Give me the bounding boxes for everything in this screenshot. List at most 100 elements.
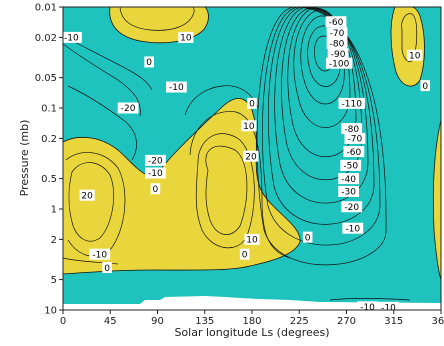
contour-label-box (102, 262, 112, 274)
contour-label: -70 (348, 135, 363, 145)
contour-label: -20 (148, 157, 163, 167)
contour-neg10-center (184, 85, 259, 116)
contour-label: -60 (346, 148, 361, 158)
contour-label-box (145, 154, 166, 166)
contour-label-box (150, 183, 161, 195)
contour-20-center (205, 145, 248, 235)
x-tick-label: 360 (431, 316, 444, 327)
x-tick-label: 45 (104, 316, 117, 327)
x-tick-label: 0 (60, 316, 66, 327)
contour-label: -10 (64, 34, 79, 44)
contour-label: -40 (341, 175, 356, 185)
contour-label-box (378, 301, 399, 313)
contour-label: 0 (104, 264, 110, 274)
contour-0-upper (63, 35, 153, 91)
contour-label-box (117, 102, 139, 114)
x-tick-label: 180 (242, 316, 261, 327)
contour-label: -10 (381, 303, 396, 313)
contour-label-box (326, 27, 348, 39)
missing-data-bottom (63, 296, 441, 310)
contour-10-top-left (119, 7, 195, 31)
y-tick-label: 0.2 (41, 134, 57, 145)
x-tick-label: 135 (195, 316, 214, 327)
y-tick-label: 0.01 (35, 3, 57, 14)
contour-label-box (340, 159, 362, 171)
contour-label-box (420, 80, 431, 92)
y-axis: 0.01 0.02 0.05 0.1 0.2 0.5 1 2 5 10 (35, 3, 63, 317)
contour-label: -70 (330, 29, 345, 39)
contour-label-box (338, 185, 359, 197)
contour-label-box (79, 189, 95, 201)
positive-region-right-edge (432, 119, 441, 281)
contour-label-box (327, 48, 349, 60)
contour-label: -80 (344, 125, 359, 135)
contour-label: -20 (121, 104, 136, 114)
contour-label: 0 (305, 233, 311, 243)
contour-label-box (341, 201, 363, 213)
contour-label-box (61, 31, 82, 43)
contour-label-box (178, 31, 194, 43)
contour-label-box (325, 57, 353, 69)
contour-label: -80 (330, 40, 345, 50)
contour-label-box (343, 146, 365, 158)
y-tick-label: 0.02 (35, 33, 57, 44)
contour-labels: -10 100-10-20 01020-20-100201000-100-60-70… (61, 16, 431, 313)
x-tick-label: 315 (384, 316, 403, 327)
contour-label: -60 (329, 18, 344, 28)
contour-label-box (338, 97, 365, 109)
y-tick-label: 5 (51, 275, 57, 286)
contour-label-box (243, 150, 259, 162)
contour-label: 10 (243, 122, 255, 132)
contour-label: -110 (342, 100, 363, 110)
positive-region-top-right (390, 7, 425, 87)
contour-label: -10 (92, 250, 107, 260)
contour-label: 10 (180, 34, 192, 44)
contour-label-box (341, 123, 363, 135)
contour-label: -90 (331, 50, 346, 60)
contour-label: -100 (329, 59, 350, 69)
x-axis: 0 45 90 135 180 225 270 315 360 (60, 310, 444, 327)
contour-label-box (247, 97, 257, 109)
contour-label-box (338, 173, 359, 185)
y-tick-label: 1 (51, 205, 57, 216)
contour-label-box (241, 120, 257, 132)
contour-neg10-bottom (329, 298, 411, 301)
contour-label: -10 (169, 83, 184, 93)
contour-label: 10 (246, 236, 258, 246)
contour-neg10-trough (256, 7, 387, 266)
contour-label: -50 (343, 162, 358, 172)
contour-label-box (144, 56, 154, 68)
contour-label-box (89, 248, 111, 260)
contour-label-box (239, 248, 250, 260)
contour-label: -10 (360, 303, 375, 313)
y-axis-title: Pressure (mb) (18, 120, 31, 197)
contour-label: -10 (345, 224, 360, 234)
x-tick-label: 90 (151, 316, 164, 327)
y-tick-label: 0.5 (41, 174, 57, 185)
contour-label-box (244, 233, 260, 245)
contour-label: -20 (344, 203, 359, 213)
x-tick-label: 270 (337, 316, 356, 327)
contour-neg40 (274, 7, 369, 204)
contour-label-box (326, 38, 348, 50)
contour-label: -10 (148, 169, 163, 179)
contour-neg10-lower-left (63, 257, 119, 265)
contour-neg20-upper (67, 85, 137, 161)
contour-label: 0 (242, 250, 248, 260)
contour-neg20 (262, 7, 381, 246)
contour-label-box (357, 301, 378, 313)
x-tick-label: 225 (290, 316, 309, 327)
contour-label-box (166, 81, 187, 93)
y-tick-label: 10 (44, 306, 57, 317)
contour-label-box (145, 167, 166, 179)
contour-label: 20 (81, 191, 93, 201)
contour-label: 10 (409, 51, 421, 61)
contour-neg10-upper (63, 43, 141, 117)
contour-label: 0 (153, 185, 159, 195)
contour-neg30 (268, 7, 375, 225)
contour-label-box (342, 222, 364, 234)
contour-label-box (344, 132, 366, 144)
contour-label-box (325, 16, 347, 28)
contour-label: 0 (422, 82, 428, 92)
